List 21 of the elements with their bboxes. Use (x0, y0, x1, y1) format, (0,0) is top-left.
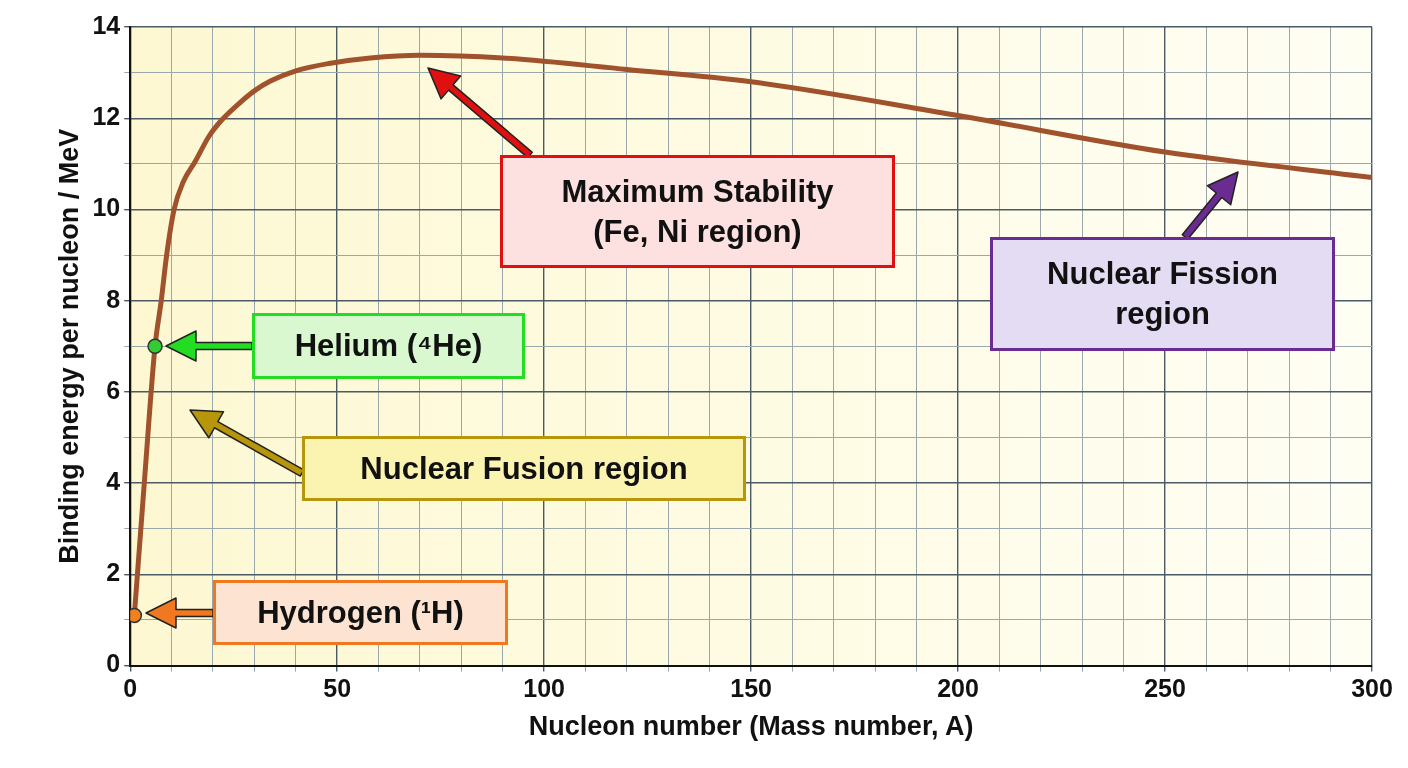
annotation: Nuclear Fission region (1047, 255, 1278, 333)
y-tick-label: 0 (106, 649, 121, 678)
x-tick-label: 50 (323, 674, 352, 703)
y-tick-label: 10 (92, 193, 121, 222)
x-tick-label: 300 (1351, 674, 1393, 703)
y-tick-label: 6 (106, 375, 121, 404)
annotation: Maximum Stability (Fe, Ni region) (561, 172, 834, 251)
annotation: Hydrogen (¹H) (257, 593, 464, 632)
x-axis-title: Nucleon number (Mass number, A) (528, 711, 974, 742)
y-tick-label: 4 (106, 467, 121, 496)
y-tick-label: 12 (92, 102, 121, 131)
annotation: Helium (⁴He) (294, 327, 483, 365)
x-tick-label: 100 (523, 674, 565, 703)
annotation: Nuclear Fusion region (360, 449, 688, 488)
y-tick-label: 14 (92, 10, 121, 39)
x-tick-label: 250 (1144, 674, 1186, 703)
y-tick-label: 2 (106, 558, 121, 587)
x-tick-label: 150 (730, 674, 772, 703)
y-axis-title: Binding energy per nucleon / MeV (53, 128, 84, 564)
x-tick-label: 200 (937, 674, 979, 703)
y-tick-label: 8 (106, 284, 121, 313)
